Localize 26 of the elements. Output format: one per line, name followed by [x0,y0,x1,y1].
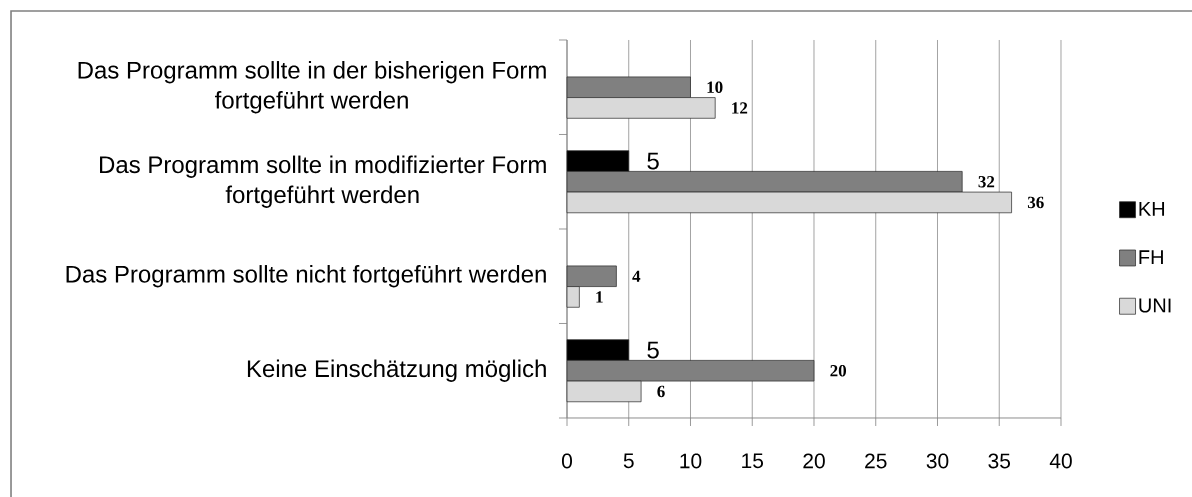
x-tick-label: 15 [742,453,764,469]
data-label: 10 [707,81,723,93]
x-tick-label: 20 [803,453,825,469]
y-tick-label: Das Programm sollte in der bisherigen Form fortgeführt werden [78,61,546,114]
data-label: 12 [732,102,748,114]
data-label: 36 [1027,196,1044,209]
y-tick-label: Keine Einschätzung möglich [247,359,546,382]
x-tick-label: 40 [1049,453,1072,469]
x-tick-label: 35 [988,453,1011,469]
data-label: 6 [657,385,665,398]
x-tick-label: 10 [680,453,702,469]
y-tick-label: Das Programm sollte in modifizierter Form fortgeführt werden [100,155,546,208]
data-label: 20 [830,365,847,377]
data-label: 32 [978,176,995,188]
x-tick-label: 0 [561,453,573,469]
data-label: 5 [647,152,659,170]
y-tick-label: Das Programm sollte nicht fortgeführt werden [66,265,546,288]
data-label: 5 [647,341,659,359]
x-tick-label: 25 [865,453,887,469]
data-label: 1 [596,291,603,303]
data-label: 4 [632,270,641,282]
legend-label: UNI [1139,298,1171,313]
x-tick-label: 30 [926,453,949,469]
legend-label: FH [1139,250,1163,265]
x-tick-label: 5 [623,453,634,469]
legend-label: KH [1139,202,1165,216]
